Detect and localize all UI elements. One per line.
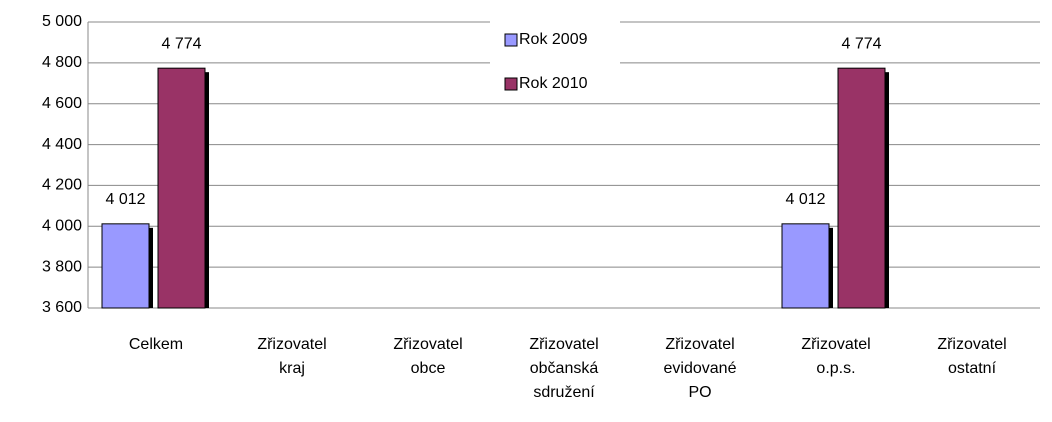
x-tick-label: Zřizovatel ostatní xyxy=(937,336,1006,377)
bar xyxy=(157,67,206,309)
legend-swatch xyxy=(504,77,518,91)
x-tick-label: Zřizovatel obce xyxy=(393,336,462,377)
x-tick-label: Celkem xyxy=(129,336,183,353)
y-tick-label: 5 000 xyxy=(42,13,82,30)
legend-swatch xyxy=(504,33,518,47)
y-tick-label: 4 000 xyxy=(42,218,82,235)
legend-label: Rok 2010 xyxy=(519,75,588,92)
y-tick-label: 4 600 xyxy=(42,95,82,112)
data-label: 4 774 xyxy=(841,35,881,52)
data-label: 4 774 xyxy=(161,35,201,52)
bar xyxy=(837,67,886,309)
x-tick-label: Zřizovatel o.p.s. xyxy=(801,336,870,377)
y-tick-label: 4 200 xyxy=(42,177,82,194)
y-tick-label: 3 600 xyxy=(42,299,82,316)
y-tick-label: 4 400 xyxy=(42,136,82,153)
x-tick-label: Zřizovatel kraj xyxy=(257,336,326,377)
legend-label: Rok 2009 xyxy=(519,31,588,48)
y-tick-label: 3 800 xyxy=(42,258,82,275)
bar xyxy=(781,223,830,309)
data-label: 4 012 xyxy=(105,191,145,208)
x-tick-label: Zřizovatel občanská sdružení xyxy=(529,336,598,401)
y-tick-label: 4 800 xyxy=(42,54,82,71)
bar xyxy=(101,223,150,309)
data-label: 4 012 xyxy=(785,191,825,208)
x-tick-label: Zřizovatel evidované PO xyxy=(664,336,737,401)
